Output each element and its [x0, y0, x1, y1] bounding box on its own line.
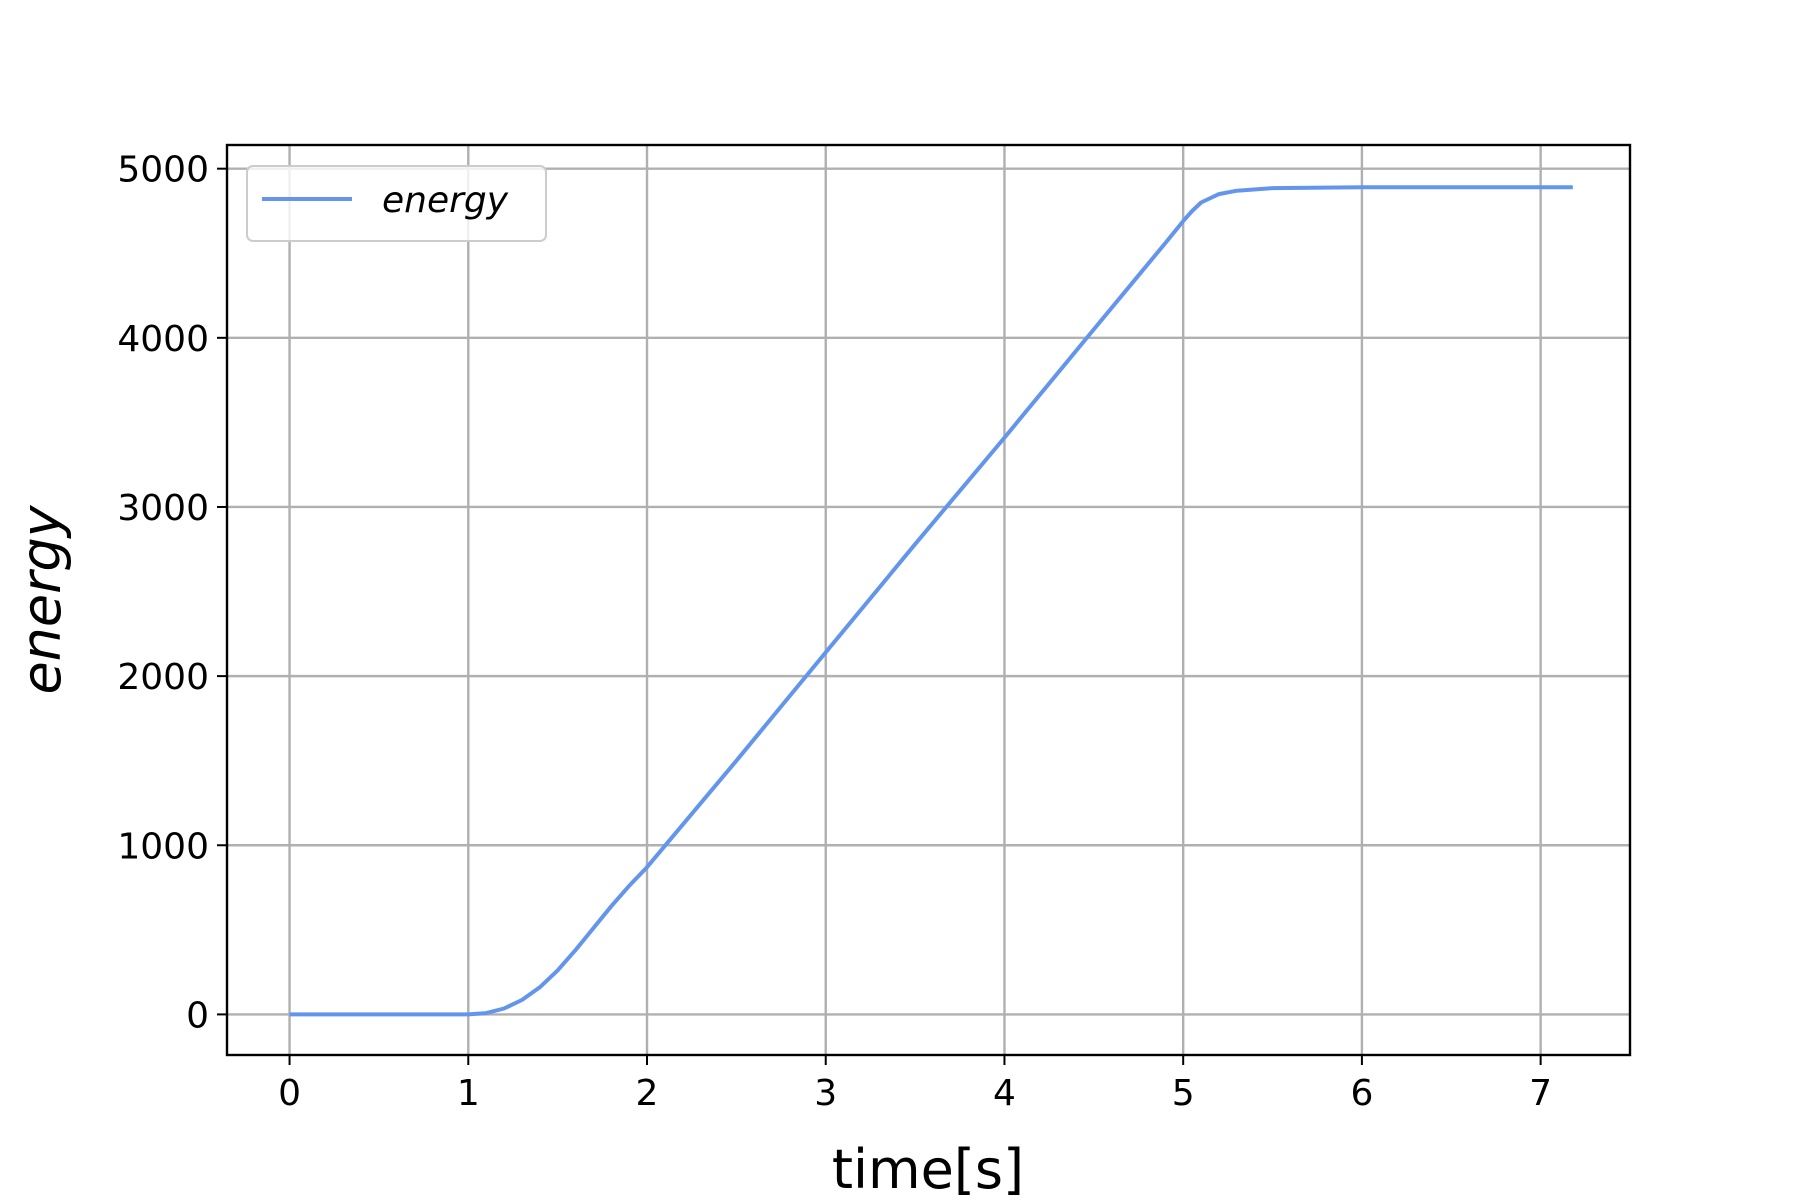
legend: energy [246, 165, 547, 242]
legend-box [246, 165, 547, 242]
x-tick-label-1: 1 [457, 1073, 480, 1114]
x-tick-label-6: 6 [1350, 1073, 1373, 1114]
x-axis-label: time[s] [832, 1138, 1024, 1200]
y-tick-label-4000: 4000 [117, 319, 209, 360]
x-tick-label-2: 2 [636, 1073, 659, 1114]
y-tick-label-5000: 5000 [117, 150, 209, 191]
y-tick-label-1000: 1000 [117, 826, 209, 867]
y-tick-label-2000: 2000 [117, 657, 209, 698]
x-tick-label-0: 0 [278, 1073, 301, 1114]
series-line-energy [289, 185, 1573, 1017]
x-tick-label-3: 3 [814, 1073, 837, 1114]
plot-frame [225, 143, 1632, 1057]
y-tick-label-3000: 3000 [117, 488, 209, 529]
legend-label-energy: energy [382, 180, 509, 221]
axis-ticks: 0 1 2 3 4 5 6 7 0 1000 2000 3000 4000 5000 [117, 150, 1552, 1114]
grid [227, 145, 1630, 1055]
x-tick-label-4: 4 [993, 1073, 1016, 1114]
y-tick-label-0: 0 [186, 995, 209, 1036]
x-tick-label-5: 5 [1172, 1073, 1195, 1114]
y-axis-label: energy [10, 504, 73, 694]
x-tick-label-7: 7 [1529, 1073, 1552, 1114]
